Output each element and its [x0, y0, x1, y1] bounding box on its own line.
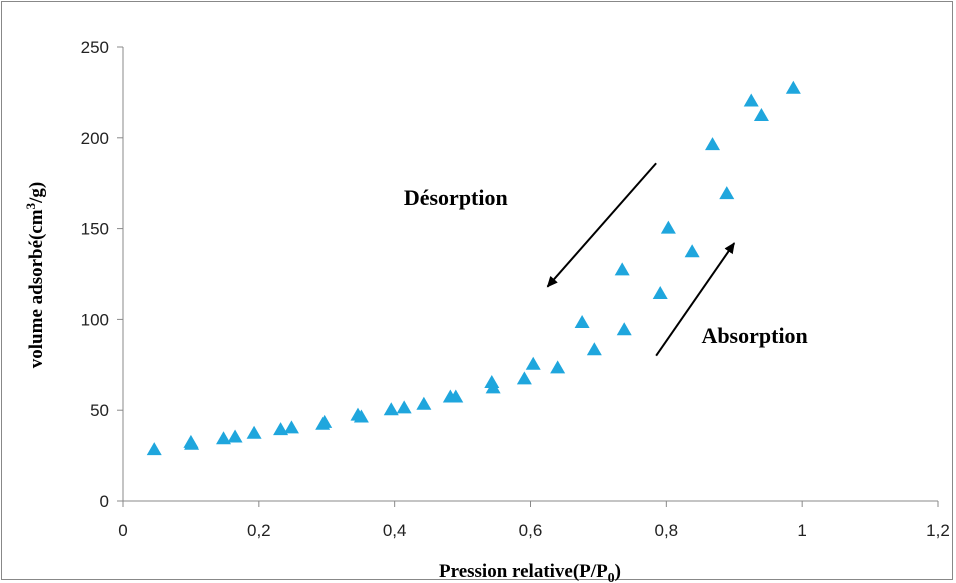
y-tick-label: 250	[81, 38, 109, 57]
x-tick-label: 1	[797, 521, 806, 540]
data-point-triangle	[614, 262, 630, 276]
data-point-triangle	[485, 380, 501, 394]
x-axis-title: Pression relative(P/P0)	[439, 561, 621, 583]
y-tick-label: 50	[90, 401, 109, 420]
data-point-triangle	[273, 422, 289, 436]
annotation-label: Absorption	[701, 323, 807, 348]
x-tick-label: 0,6	[519, 521, 543, 540]
data-point-triangle	[684, 244, 700, 258]
data-point-triangle	[416, 396, 432, 410]
annotation-label: Désorption	[404, 185, 508, 210]
data-point-triangle	[753, 108, 769, 122]
data-points	[146, 80, 801, 456]
data-point-triangle	[616, 322, 632, 336]
data-point-triangle	[586, 342, 602, 356]
data-point-triangle	[317, 414, 333, 428]
data-point-triangle	[146, 442, 162, 456]
data-point-triangle	[785, 80, 801, 94]
x-tick-label: 0	[118, 521, 127, 540]
data-point-triangle	[743, 93, 759, 107]
data-point-triangle	[383, 402, 399, 416]
data-point-triangle	[516, 371, 532, 385]
y-tick-label: 200	[81, 129, 109, 148]
data-point-triangle	[283, 420, 299, 434]
data-point-triangle	[353, 409, 369, 423]
data-point-triangle	[574, 315, 590, 329]
annotations: Désorption Absorption	[404, 185, 808, 348]
data-point-triangle	[525, 356, 541, 370]
data-point-triangle	[184, 436, 200, 450]
y-tick-label: 0	[100, 492, 109, 511]
data-point-triangle	[550, 360, 566, 374]
data-point-triangle	[719, 186, 735, 200]
x-tick-label: 0,2	[247, 521, 271, 540]
arrow-line	[655, 242, 736, 357]
tick-labels: 0 0,2 0,4 0,6 0,8 1 1,2 0 50 100 150 200 250	[81, 38, 950, 540]
x-tick-label: 0,4	[383, 521, 407, 540]
axes	[122, 47, 938, 502]
data-point-triangle	[448, 389, 464, 403]
data-point-triangle	[660, 220, 676, 234]
arrow-line	[546, 162, 657, 288]
data-point-triangle	[705, 137, 721, 151]
x-tick-label: 1,2	[926, 521, 950, 540]
data-point-triangle	[652, 285, 668, 299]
data-point-triangle	[227, 429, 243, 443]
data-point-triangle	[246, 425, 262, 439]
y-tick-label: 150	[81, 220, 109, 239]
data-point-triangle	[396, 400, 412, 414]
x-tick-label: 0,8	[655, 521, 679, 540]
data-point-triangle	[216, 431, 232, 445]
arrows	[546, 162, 736, 357]
y-axis-title: volume adsorbé(cm3/g)	[23, 182, 47, 368]
y-tick-label: 100	[81, 310, 109, 329]
